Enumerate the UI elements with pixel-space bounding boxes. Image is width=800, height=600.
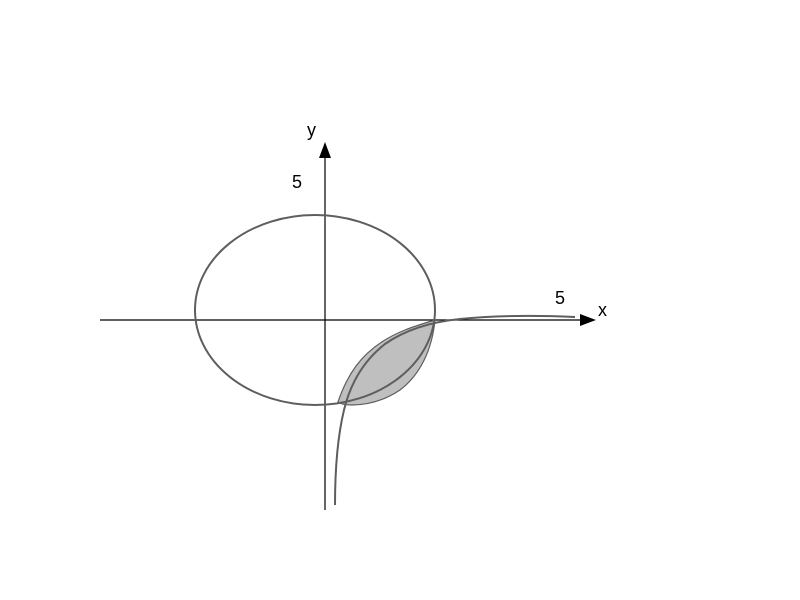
x-axis-arrow-icon — [580, 314, 596, 326]
x-tick-label: 5 — [555, 288, 565, 309]
chart-svg — [0, 0, 800, 600]
math-chart: y 5 5 x — [0, 0, 800, 600]
y-axis-label: y — [307, 120, 316, 141]
y-axis-arrow-icon — [319, 142, 331, 158]
secondary-curve — [335, 316, 575, 505]
shaded-region — [338, 320, 435, 405]
y-tick-label: 5 — [292, 172, 302, 193]
x-axis-label: x — [598, 300, 607, 321]
